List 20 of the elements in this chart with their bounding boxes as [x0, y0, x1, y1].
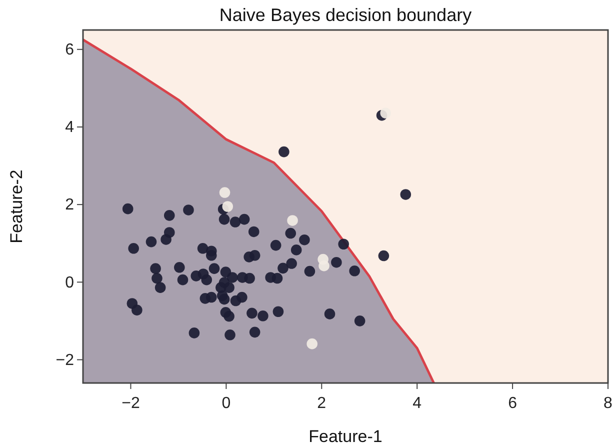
chart-title: Naive Bayes decision boundary: [219, 5, 472, 25]
x-tick-label: 0: [222, 395, 231, 412]
x-axis-title: Feature-1: [308, 427, 382, 446]
x-tick-label: −2: [122, 395, 140, 412]
x-tick-label: 6: [508, 395, 518, 412]
point: [318, 260, 330, 272]
y-tick-label: −2: [56, 352, 74, 369]
x-tick-label: 2: [317, 395, 326, 412]
y-tick-label: 2: [65, 196, 74, 214]
point: [380, 108, 391, 118]
y-tick-label: 0: [65, 274, 74, 292]
x-tick-label: 4: [412, 395, 422, 412]
x-tick-label: 8: [604, 395, 613, 412]
y-tick-label: 6: [65, 42, 74, 59]
point: [219, 187, 230, 198]
point: [287, 215, 298, 226]
point: [306, 338, 318, 350]
y-axis-title: Feature-2: [7, 170, 26, 244]
point: [222, 201, 234, 212]
y-tick-label: 4: [65, 119, 74, 136]
